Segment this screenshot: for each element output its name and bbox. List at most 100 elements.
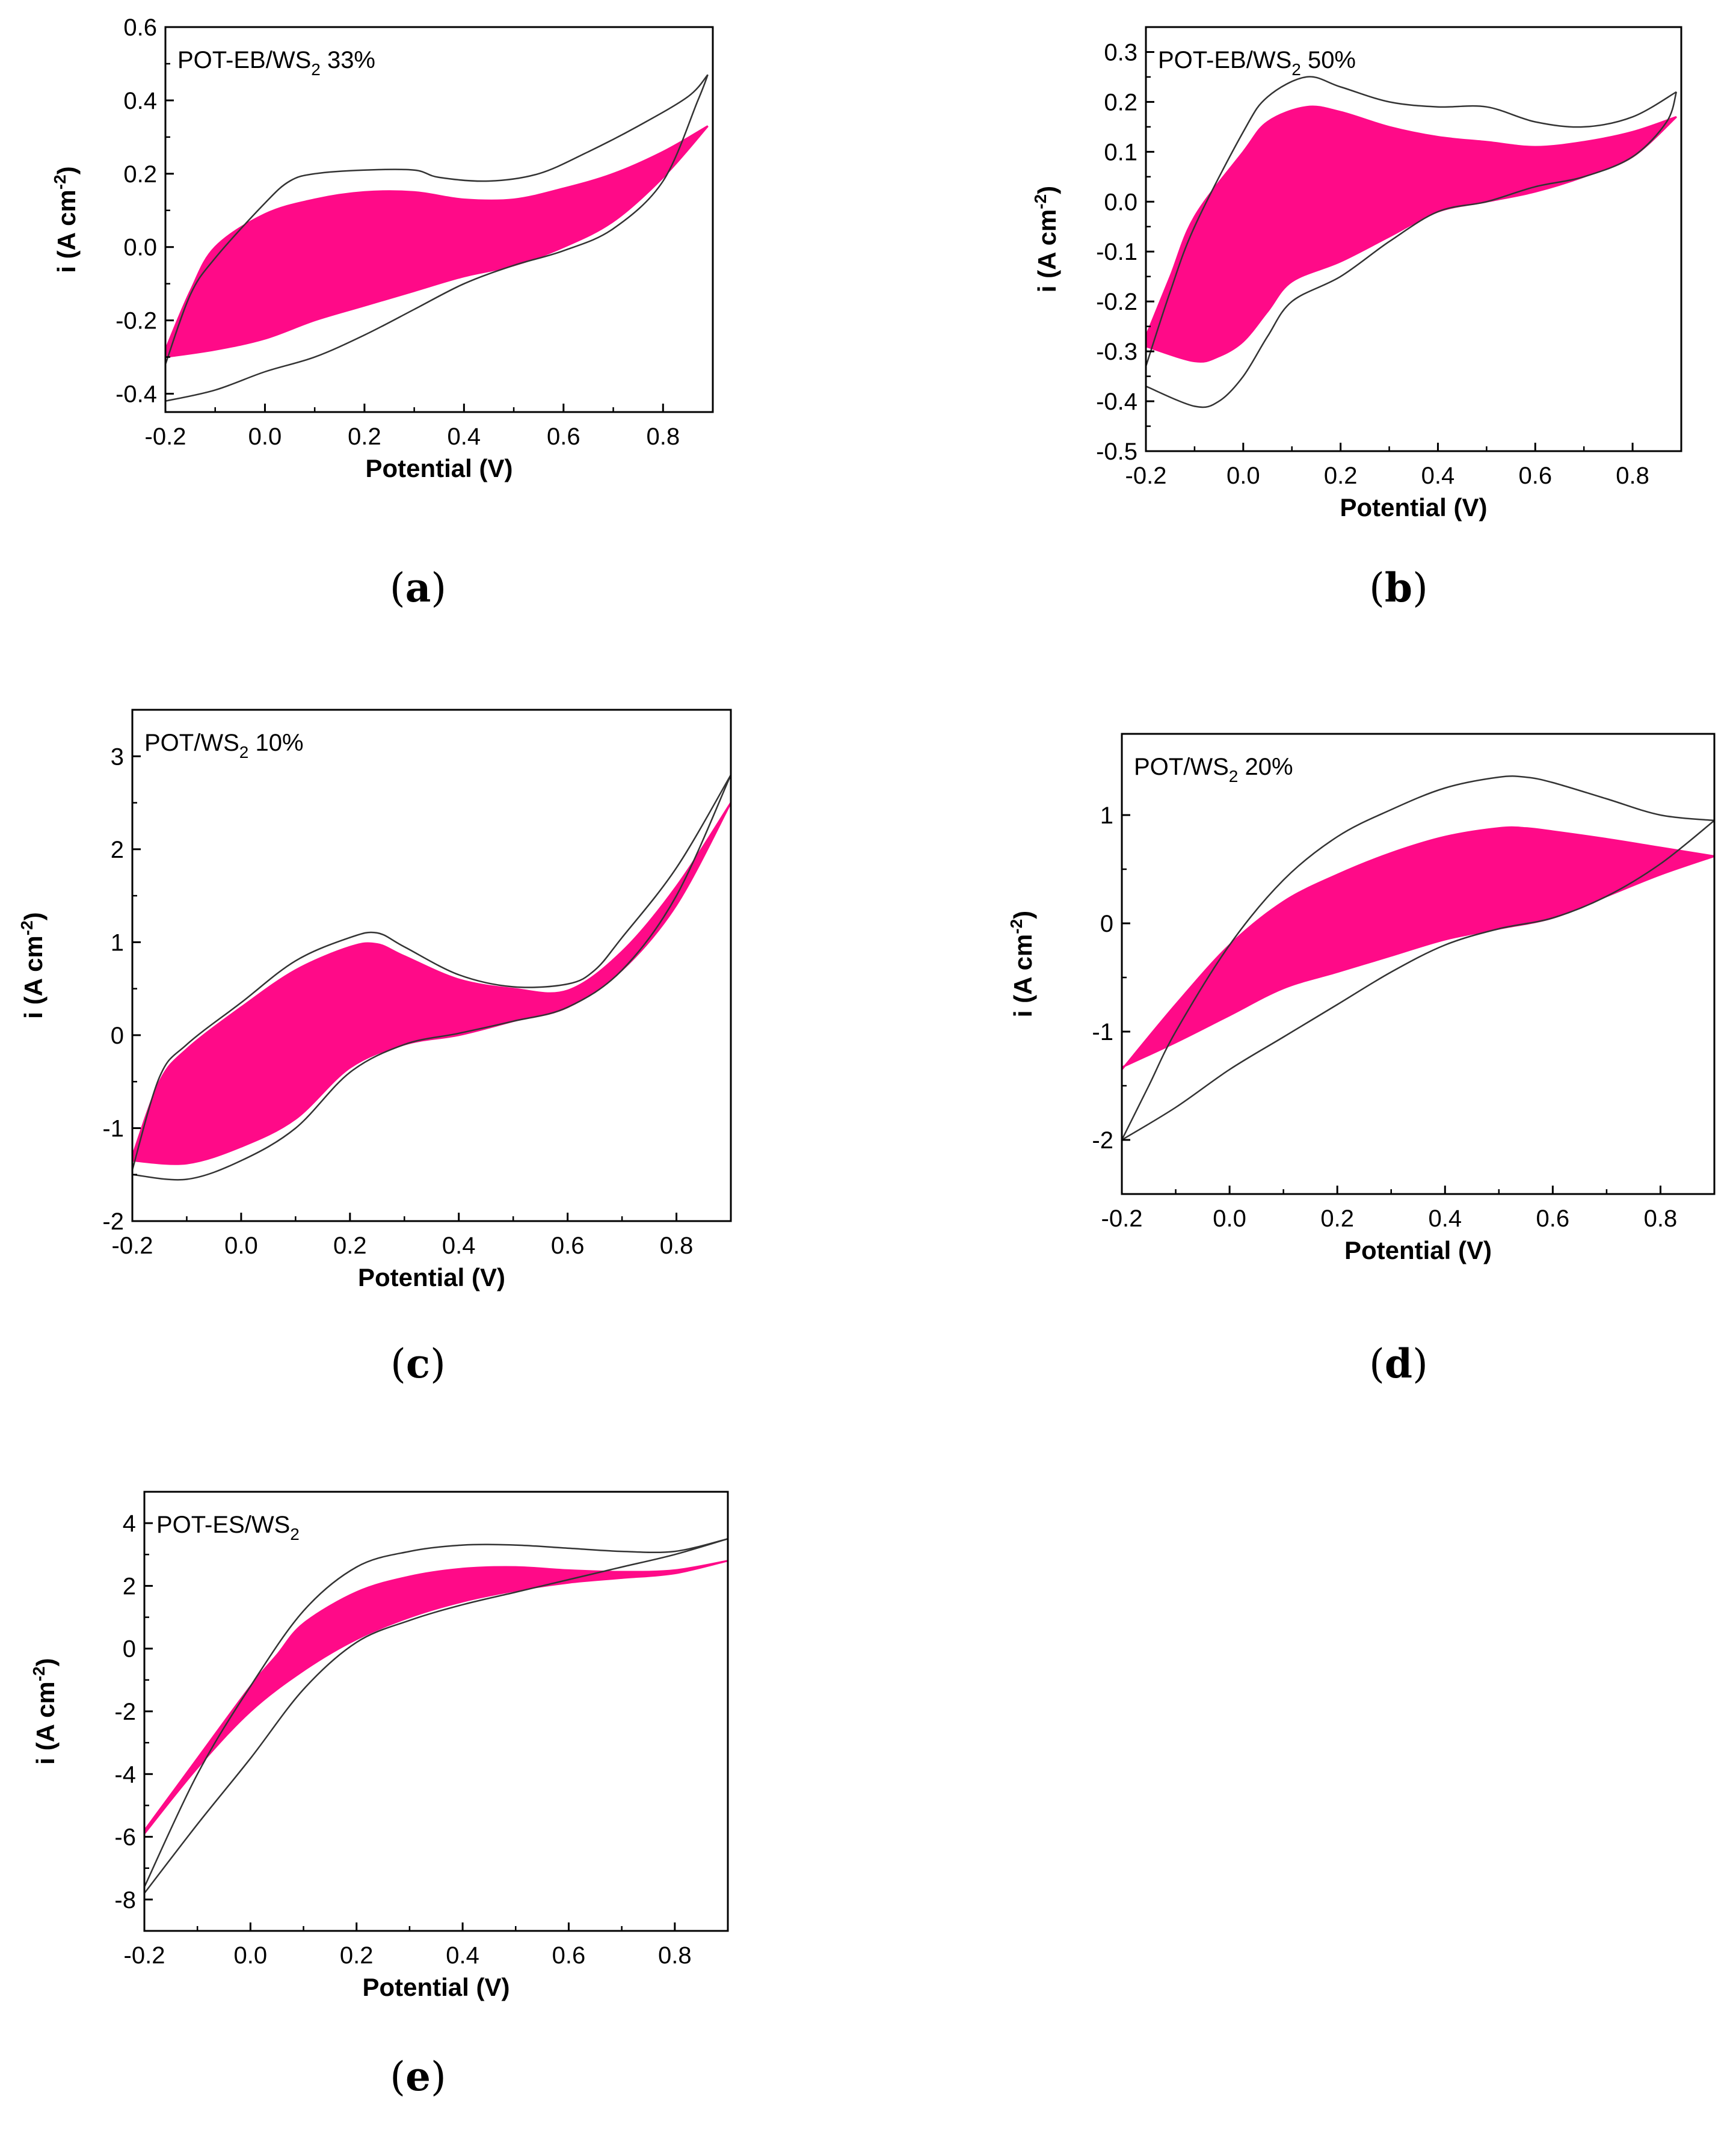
x-tick-label: 0.6 <box>552 1942 586 1969</box>
y-tick-label: -2 <box>1092 1127 1113 1154</box>
x-tick-label: 0.8 <box>658 1942 692 1969</box>
plot-frame <box>1145 26 1682 452</box>
x-tick-label: 0.6 <box>551 1233 585 1259</box>
y-tick-label: -0.3 <box>1096 339 1137 365</box>
y-tick-label: 0.0 <box>123 235 157 261</box>
x-tick-label: 0.2 <box>348 423 381 450</box>
panel-caption: (d) <box>1369 1340 1428 1387</box>
series-fill-envelope <box>144 1560 728 1835</box>
y-tick-label: -8 <box>114 1887 136 1913</box>
x-tick-label: 0.4 <box>1428 1205 1462 1232</box>
x-tick-label: 0.6 <box>547 423 580 450</box>
y-tick-label: 0.0 <box>1104 189 1137 215</box>
series-line-cathodic <box>1122 820 1714 1141</box>
y-tick-label: 0 <box>123 1636 136 1663</box>
panel-c: -0.2 0.0 0.2 0.4 0.6 0.8 -2 -1 0 1 2 3 Potential (V)… <box>17 709 732 1387</box>
x-tick-label: 0.0 <box>248 423 282 450</box>
series-line-cathodic <box>132 774 731 1181</box>
series-fill-envelope <box>165 125 709 359</box>
y-tick-label: -0.2 <box>1096 289 1137 315</box>
series-line-anodic <box>165 74 709 365</box>
y-tick-label: -0.4 <box>115 381 157 408</box>
panel-caption: (a) <box>390 564 446 611</box>
x-tick-label: 0.4 <box>448 423 481 450</box>
x-axis-title: Potential (V) <box>362 1973 509 2001</box>
x-tick-label: 0.2 <box>1320 1205 1354 1232</box>
y-tick-label: -1 <box>102 1115 124 1142</box>
x-tick-label: -0.2 <box>112 1233 153 1259</box>
y-axis-title: i (A cm-2) <box>29 1658 60 1764</box>
x-tick-label: 0.0 <box>1227 463 1260 489</box>
x-axis-title: Potential (V) <box>1344 1236 1492 1264</box>
series-fill-envelope <box>1146 105 1677 363</box>
x-tick-label: 0.6 <box>1536 1205 1570 1232</box>
x-tick-label: 0.2 <box>1324 463 1358 489</box>
y-tick-label: 0 <box>1100 911 1113 937</box>
panel-d: -0.2 0.0 0.2 0.4 0.6 0.8 -2 -1 0 1 Potential (V) i … <box>1007 733 1716 1387</box>
panel-caption: (b) <box>1369 564 1428 611</box>
x-tick-label: -0.2 <box>1101 1205 1143 1232</box>
x-tick-label: 0.6 <box>1518 463 1552 489</box>
y-tick-label: 0 <box>111 1023 124 1049</box>
series-line-anodic <box>1122 775 1714 1140</box>
y-tick-label: 3 <box>111 743 124 770</box>
y-tick-label: 0.6 <box>123 14 157 41</box>
series-fill-envelope <box>1122 826 1714 1071</box>
x-tick-label: -0.2 <box>145 423 186 450</box>
x-axis-title: Potential (V) <box>365 454 512 482</box>
y-tick-label: 0.1 <box>1104 139 1137 165</box>
plot-frame <box>164 26 714 413</box>
x-tick-label: 0.4 <box>1421 463 1455 489</box>
series-line-cathodic <box>165 74 709 402</box>
y-tick-label: -2 <box>102 1208 124 1235</box>
x-axis-title: Potential (V) <box>1340 493 1487 522</box>
y-tick-label: 0.2 <box>1104 89 1137 115</box>
panel-caption: (e) <box>390 2053 446 2100</box>
y-tick-label: 0.2 <box>123 161 157 188</box>
y-tick-label: 4 <box>123 1510 136 1537</box>
x-tick-label: 0.4 <box>446 1942 479 1969</box>
x-tick-label: -0.2 <box>124 1942 165 1969</box>
y-tick-label: -6 <box>114 1824 136 1851</box>
panel-e: -0.2 0.0 0.2 0.4 0.6 0.8 -8 -6 -4 -2 0 2 4 Potential … <box>29 1491 729 2100</box>
sample-label: POT/WS2 20% <box>1134 754 1293 786</box>
y-tick-label: -0.1 <box>1096 239 1137 265</box>
x-tick-label: 0.0 <box>1213 1205 1246 1232</box>
y-axis-title: i (A cm-2) <box>51 166 81 272</box>
y-tick-label: -0.5 <box>1096 439 1137 465</box>
x-tick-label: 0.2 <box>340 1942 374 1969</box>
x-tick-label: 0.8 <box>1616 463 1649 489</box>
y-axis-title: i (A cm-2) <box>1031 186 1061 292</box>
y-tick-label: 1 <box>111 929 124 956</box>
y-tick-label: 1 <box>1100 802 1113 829</box>
series-line-cathodic <box>144 1538 728 1894</box>
sample-label: POT-EB/WS2 33% <box>177 47 375 79</box>
series-line-anodic <box>1146 76 1677 367</box>
y-tick-label: -0.4 <box>1096 389 1137 415</box>
sample-label: POT/WS2 10% <box>144 730 304 762</box>
y-tick-label: -1 <box>1092 1019 1113 1045</box>
panel-b: -0.2 0.0 0.2 0.4 0.6 0.8 -0.5 -0.4 -0.3 -0.2 -0.1 0… <box>1031 26 1682 611</box>
x-tick-label: 0.8 <box>660 1233 694 1259</box>
x-tick-label: 0.0 <box>224 1233 258 1259</box>
series-line-anodic <box>144 1537 728 1888</box>
x-tick-label: 0.8 <box>1644 1205 1678 1232</box>
series-line-anodic <box>132 774 731 1171</box>
series-line-cathodic <box>1146 91 1678 408</box>
y-tick-label: 0.4 <box>123 88 157 114</box>
x-tick-label: 0.2 <box>333 1233 367 1259</box>
x-axis-title: Potential (V) <box>358 1263 505 1291</box>
x-tick-label: -0.2 <box>1125 463 1167 489</box>
y-tick-label: -2 <box>114 1699 136 1725</box>
sample-label: POT-EB/WS2 50% <box>1158 47 1356 79</box>
panel-a: -0.2 0.0 0.2 0.4 0.6 0.8 -0.4 -0.2 0.0 0.2 0.4 0.6 P… <box>51 14 714 611</box>
x-tick-label: 0.4 <box>442 1233 476 1259</box>
y-tick-label: 2 <box>111 837 124 863</box>
x-tick-label: 0.0 <box>234 1942 268 1969</box>
y-tick-label: -4 <box>114 1761 136 1788</box>
plot-frame <box>1121 733 1716 1195</box>
panel-caption: (c) <box>390 1340 446 1387</box>
y-tick-label: 2 <box>123 1573 136 1599</box>
plot-frame <box>131 709 732 1222</box>
